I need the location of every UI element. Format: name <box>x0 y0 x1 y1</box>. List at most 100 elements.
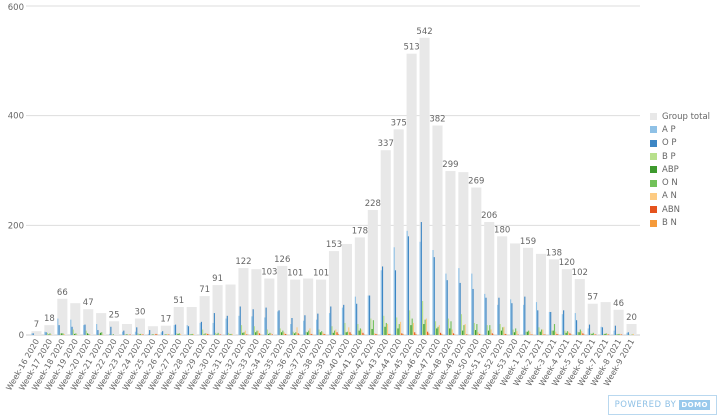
bar-group-total <box>147 326 158 335</box>
y-tick-label: 600 <box>8 3 24 13</box>
bar-a-n <box>619 333 621 335</box>
data-label: 101 <box>287 269 303 279</box>
bar-a-n <box>102 334 104 335</box>
bar-a-p <box>535 302 538 335</box>
bar-b-n <box>441 333 443 335</box>
legend-item[interactable]: B P <box>650 150 710 163</box>
bar-b-n <box>454 334 456 335</box>
bar-b-p <box>318 329 320 335</box>
bar-o-n <box>165 334 167 335</box>
bar-b-p <box>460 314 462 335</box>
bar-abp <box>203 334 205 335</box>
bar-abn <box>478 333 480 335</box>
bar-abn <box>569 333 571 335</box>
bar-a-p <box>212 322 214 335</box>
legend-item[interactable]: A P <box>650 123 710 136</box>
bar-o-p <box>394 270 397 335</box>
bar-a-p <box>510 299 512 335</box>
legend-item[interactable]: A N <box>650 190 710 203</box>
data-label: 20 <box>626 313 637 323</box>
bar-o-p <box>343 304 345 335</box>
bar-abp <box>48 334 50 335</box>
bar-a-p <box>290 324 292 335</box>
bar-a-p <box>626 332 628 335</box>
bar-a-n <box>231 333 233 335</box>
legend-item[interactable]: O P <box>650 137 710 150</box>
bar-a-p <box>173 325 175 335</box>
bar-o-p <box>174 324 177 335</box>
bar-a-p <box>225 318 227 335</box>
data-label: 30 <box>135 308 146 318</box>
bar-o-n <box>101 332 103 335</box>
bar-abn <box>310 333 312 335</box>
bar-a-p <box>367 295 369 335</box>
bar-b-n <box>467 334 469 335</box>
bar-abn <box>168 334 170 335</box>
powered-by-badge[interactable]: POWERED BY DOMO <box>607 395 717 415</box>
bar-o-p <box>576 320 578 335</box>
bar-o-n <box>75 333 77 335</box>
bar-group-total <box>561 269 572 335</box>
bar-abp <box>151 334 153 335</box>
bar-a-p <box>393 247 395 335</box>
legend-swatch <box>650 166 657 174</box>
bar-o-p <box>588 324 591 335</box>
bar-o-p <box>356 303 358 335</box>
bar-b-p <box>137 333 139 335</box>
bar-abn <box>129 334 131 335</box>
bar-o-n <box>424 319 426 335</box>
bar-a-n <box>218 333 220 335</box>
legend-item[interactable]: ABP <box>650 163 710 176</box>
legend-item[interactable]: O N <box>650 176 710 189</box>
bar-a-p <box>380 270 382 335</box>
y-tick-label: 400 <box>8 112 24 122</box>
bar-o-n <box>385 322 387 335</box>
bar-b-p <box>292 331 294 335</box>
data-label: 126 <box>274 255 290 265</box>
bar-group-total <box>96 313 107 335</box>
bar-abn <box>465 334 468 335</box>
bar-a-p <box>109 333 111 335</box>
bar-b-n <box>350 333 352 335</box>
bar-abp <box>86 333 89 335</box>
bar-b-p <box>189 333 191 335</box>
bar-o-n <box>243 332 245 335</box>
bar-b-n <box>570 334 572 335</box>
bar-o-p <box>420 222 422 335</box>
data-label: 178 <box>352 226 368 236</box>
bar-abp <box>397 328 399 335</box>
bar-abp <box>332 332 334 335</box>
legend-swatch <box>650 206 657 214</box>
data-label: 18 <box>44 314 55 324</box>
bar-o-n <box>230 333 232 335</box>
bar-a-p <box>419 241 421 335</box>
legend-item[interactable]: ABN <box>650 203 710 216</box>
bar-o-p <box>149 330 151 335</box>
bar-o-n <box>553 324 556 335</box>
bar-o-p <box>58 325 60 335</box>
bar-a-p <box>134 331 137 335</box>
bar-a-n <box>128 334 130 335</box>
bar-o-p <box>136 327 138 335</box>
legend-item[interactable]: Group total <box>650 110 710 123</box>
legend-swatch <box>650 219 657 227</box>
bar-b-p <box>603 333 605 335</box>
bar-b-p <box>176 333 178 335</box>
bar-a-n <box>516 331 518 335</box>
bar-abp <box>462 330 464 335</box>
bar-abp <box>526 331 528 335</box>
bar-b-n <box>324 334 326 335</box>
data-label: 153 <box>326 240 342 250</box>
bar-abp <box>164 334 166 335</box>
legend-item[interactable]: B N <box>650 216 710 229</box>
bar-a-n <box>581 331 583 335</box>
bar-group-total <box>458 172 469 335</box>
bar-abp <box>138 334 140 335</box>
bar-a-n <box>141 333 143 335</box>
bar-a-n <box>477 332 479 335</box>
bar-a-n <box>192 333 195 335</box>
bar-o-n <box>489 325 491 335</box>
bar-group-total <box>264 278 275 335</box>
bar-b-p <box>564 330 566 335</box>
bar-a-n <box>335 329 337 335</box>
